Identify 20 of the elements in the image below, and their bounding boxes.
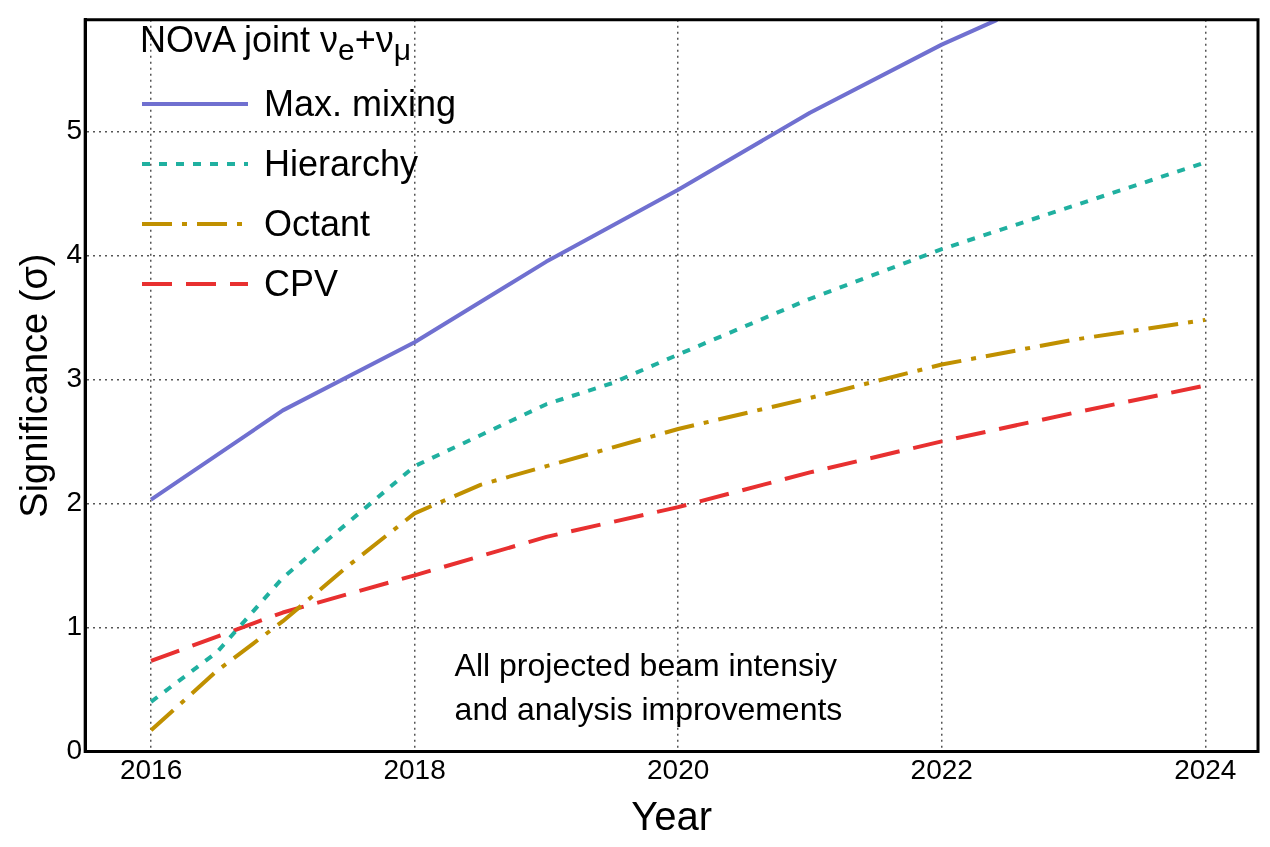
y-tick-label: 5	[66, 114, 83, 146]
line-series	[149, 317, 1208, 733]
legend-label: Hierarchy	[264, 142, 419, 187]
x-tick-label: 2020	[647, 753, 710, 785]
y-tick-label: 1	[66, 610, 83, 642]
legend-title: NOvA joint ν$_{e}$+ν$_{μ}$	[140, 18, 413, 69]
y-tick-label: 3	[66, 362, 83, 394]
y-tick-label: 2	[66, 486, 83, 518]
legend-label: Octant	[264, 202, 371, 247]
annotation: All projected beam intensiy and analysis improvements	[454, 647, 843, 728]
y-axis-title: Significance (σ)	[13, 253, 56, 518]
y-tick-label: 0	[66, 734, 83, 766]
x-tick-label: 2016	[119, 753, 183, 785]
x-axis-title: Year	[631, 794, 712, 839]
x-tick-label: 2022	[910, 753, 973, 785]
x-tick-label: 2018	[383, 753, 446, 785]
y-tick-label: 4	[66, 238, 83, 270]
legend-label: CPV	[264, 262, 339, 307]
x-tick-label: 2024	[1174, 753, 1237, 785]
legend-label: Max. mixing	[264, 82, 457, 127]
